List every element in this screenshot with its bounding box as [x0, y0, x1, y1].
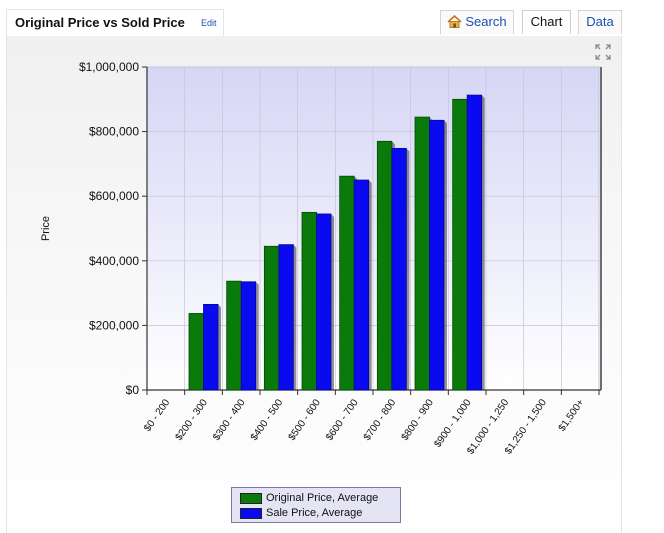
chart-widget-header: Original Price vs Sold Price Edit Search…	[0, 0, 664, 36]
x-tick-label: $600 - 700	[324, 397, 361, 443]
y-tick-label: $600,000	[89, 189, 139, 203]
chart-panel: $0 $200,000 $400,000 $600,000 $800,000 $1,000…	[6, 36, 622, 533]
bar-sale-price	[466, 94, 483, 391]
y-tick-label: $800,000	[89, 125, 139, 139]
bar-original-price	[376, 140, 393, 391]
tab-search-label: Search	[465, 14, 507, 29]
price-bar-chart: $0 $200,000 $400,000 $600,000 $800,000 $1,000…	[40, 60, 602, 457]
bar-original-price	[226, 280, 242, 391]
legend-label-original: Original Price, Average	[266, 492, 379, 504]
x-tick-label: $400 - 500	[249, 397, 286, 443]
widget-title-tab: Original Price vs Sold Price Edit	[6, 9, 224, 36]
y-tick-label: $1,000,000	[79, 60, 139, 74]
legend-item-original: Original Price, Average	[240, 491, 378, 505]
bar-original-price	[263, 245, 280, 391]
bar-original-price	[301, 211, 317, 391]
x-tick-label: $200 - 300	[174, 397, 211, 443]
bar-shadow	[481, 95, 485, 390]
legend-label-sale: Sale Price, Average	[266, 507, 363, 519]
bar-shadow	[331, 213, 334, 390]
y-axis-title: Price	[40, 216, 52, 241]
bar-sale-price	[353, 179, 370, 391]
x-tick-label: $1,250 - 1,500	[503, 397, 549, 457]
tab-data[interactable]: Data	[578, 10, 622, 34]
x-tick-label: $900 - 1,000	[432, 397, 473, 450]
edit-link[interactable]: Edit	[201, 18, 217, 28]
tab-chart-label: Chart	[530, 14, 563, 29]
tab-search[interactable]: Search	[440, 10, 514, 34]
legend-swatch-original	[240, 492, 262, 504]
bar-shadow	[255, 281, 259, 390]
y-tick-label: $200,000	[89, 318, 139, 332]
tab-chart[interactable]: Chart	[522, 10, 571, 34]
home-icon	[447, 15, 462, 28]
bar-original-price	[188, 313, 204, 391]
x-tick-label: $700 - 800	[362, 397, 399, 443]
bar-original-price	[452, 98, 468, 391]
bar-sale-price	[316, 213, 332, 391]
legend-swatch-sale	[240, 507, 262, 519]
bar-sale-price	[391, 147, 407, 391]
x-tick-label: $0 - 200	[142, 397, 172, 434]
x-tick-label: $300 - 400	[211, 397, 248, 443]
legend-item-sale: Sale Price, Average	[240, 506, 362, 520]
bar-shadow	[293, 244, 297, 390]
bar-shadow	[368, 180, 372, 390]
expand-icon[interactable]	[595, 44, 611, 60]
bar-shadow	[218, 304, 221, 390]
bar-original-price	[414, 116, 430, 391]
x-tick-label: $800 - 900	[400, 397, 437, 443]
y-tick-label: $400,000	[89, 254, 139, 268]
bar-sale-price	[240, 281, 257, 391]
bar-shadow	[444, 120, 447, 391]
tab-data-label: Data	[586, 14, 614, 29]
chart-legend: Original Price, Average Sale Price, Aver…	[231, 487, 401, 523]
bar-sale-price	[203, 304, 219, 391]
bar-sale-price	[429, 119, 445, 391]
widget-title: Original Price vs Sold Price	[15, 15, 185, 30]
bar-sale-price	[278, 244, 294, 391]
bar-shadow	[406, 148, 410, 390]
x-tick-label: $500 - 600	[287, 397, 324, 443]
y-tick-label: $0	[126, 383, 140, 397]
bar-original-price	[339, 175, 355, 391]
x-tick-label: $1,500+	[557, 397, 587, 433]
